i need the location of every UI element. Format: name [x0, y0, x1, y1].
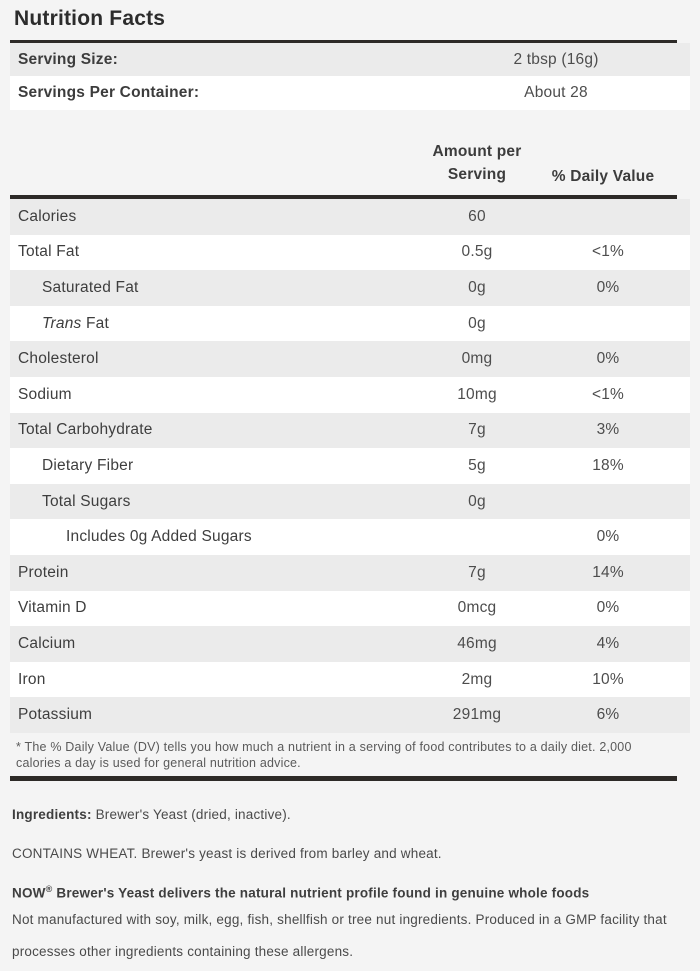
amount-header-line2: Serving [447, 166, 507, 183]
nutrient-name: Includes 0g Added Sugars [66, 528, 252, 546]
ingredients-label: Ingredients: [12, 806, 92, 822]
product-details: Ingredients: Brewer's Yeast (dried, inac… [0, 807, 700, 969]
brand-name: NOW [12, 885, 46, 901]
nutrient-amount: 0g [468, 492, 486, 510]
nutrient-row: Saturated Fat 0g 0% [10, 270, 690, 306]
nutrient-amount: 7g [468, 563, 486, 581]
divider-header [10, 195, 677, 199]
nutrient-name-italic: Trans [42, 314, 82, 332]
servings-per-container-value: About 28 [524, 84, 588, 101]
brand-highlight-text: Brewer's Yeast delivers the natural nutr… [52, 885, 590, 901]
serving-size-row: Serving Size: 2 tbsp (16g) [10, 43, 690, 76]
nutrient-name: Cholesterol [18, 350, 99, 368]
nutrient-amount: 0g [468, 314, 486, 332]
nutrient-daily-value: 6% [596, 706, 620, 724]
ingredients-text: Brewer's Yeast (dried, inactive). [91, 806, 291, 822]
servings-per-container-label: Servings Per Container: [18, 84, 200, 101]
brand-highlight-line: NOW® Brewer's Yeast delivers the natural… [12, 884, 676, 901]
nutrient-name: Calories [18, 207, 77, 225]
nutrient-amount: 0mg [461, 350, 493, 368]
nutrient-row: Sodium 10mg <1% [10, 376, 690, 413]
nutrient-row: Iron 2mg 10% [10, 661, 690, 698]
nutrient-amount: 10mg [457, 385, 497, 403]
nutrient-row: Total Carbohydrate 7g 3% [10, 412, 690, 449]
footnote-line1: * The % Daily Value (DV) tells you how m… [16, 739, 632, 754]
nutrient-row: Cholesterol 0mg 0% [10, 341, 690, 377]
nutrient-name: Sodium [18, 385, 72, 403]
nutrient-amount: 0g [468, 278, 486, 296]
nutrient-amount: 291mg [452, 706, 502, 724]
nutrient-name: Total Carbohydrate [18, 421, 153, 439]
nutrient-row: Calories 60 [10, 199, 690, 235]
serving-size-label: Serving Size: [18, 50, 118, 68]
nutrient-amount: 0mcg [457, 599, 497, 617]
divider-bottom [10, 775, 677, 781]
contains-wheat-line: CONTAINS WHEAT. Brewer's yeast is derive… [12, 845, 442, 861]
nutrient-name: Calcium [18, 634, 76, 652]
page-title: Nutrition Facts [14, 7, 166, 30]
column-headers: Amount per Serving % Daily Value [0, 110, 700, 195]
nutrient-daily-value: 0% [596, 350, 620, 368]
nutrient-amount: 7g [468, 421, 486, 439]
nutrient-daily-value: 0% [596, 278, 620, 296]
nutrient-name-rest: Fat [81, 314, 109, 332]
nutrient-name: Protein [18, 563, 69, 581]
nutrient-amount: 2mg [461, 670, 493, 688]
nutrient-row: Protein 7g 14% [10, 554, 690, 591]
nutrient-amount: 46mg [457, 634, 497, 652]
daily-value-footnote: * The % Daily Value (DV) tells you how m… [0, 733, 700, 776]
footnote-line2: calories a day is used for general nutri… [16, 755, 301, 770]
allergen-note-line: Not manufactured with soy, milk, egg, fi… [12, 912, 667, 960]
registered-trademark-symbol: ® [45, 883, 53, 894]
nutrient-amount: 0.5g [461, 243, 493, 261]
nutrient-daily-value: 0% [596, 599, 620, 617]
nutrient-daily-value: 14% [592, 563, 624, 581]
nutrient-daily-value: <1% [591, 243, 625, 261]
nutrient-table: Calories 60 Total Fat 0.5g <1% Saturated Fat 0… [0, 199, 700, 733]
nutrient-name: Vitamin D [18, 599, 87, 617]
nutrient-name: Total Sugars [42, 492, 131, 510]
nutrient-name: Iron [18, 670, 46, 688]
nutrient-amount: 5g [468, 456, 486, 474]
servings-per-container-row: Servings Per Container: About 28 [10, 76, 690, 110]
nutrient-row: Total Sugars 0g [10, 483, 690, 520]
nutrient-daily-value: 3% [596, 421, 620, 439]
nutrient-row: Total Fat 0.5g <1% [10, 234, 690, 271]
nutrient-row: Calcium 46mg 4% [10, 626, 690, 662]
divider-top [10, 40, 677, 43]
nutrient-name: Total Fat [18, 243, 80, 261]
nutrient-name: Dietary Fiber [42, 456, 134, 474]
nutrient-name: Trans Fat [10, 315, 109, 333]
nutrient-daily-value: 10% [592, 670, 624, 688]
nutrient-row: Potassium 291mg 6% [10, 697, 690, 733]
nutrient-daily-value: 18% [592, 456, 624, 474]
nutrient-row: Vitamin D 0mcg 0% [10, 590, 690, 627]
ingredients-line: Ingredients: Brewer's Yeast (dried, inac… [12, 807, 676, 822]
amount-header-line1: Amount per [432, 143, 522, 160]
nutrient-row: Dietary Fiber 5g 18% [10, 448, 690, 484]
nutrient-daily-value: 0% [596, 528, 620, 546]
nutrient-row: Includes 0g Added Sugars 0% [10, 519, 690, 555]
nutrient-daily-value: 4% [596, 634, 620, 652]
serving-size-value: 2 tbsp (16g) [513, 50, 599, 68]
nutrient-row: Trans Fat 0g [10, 305, 690, 342]
nutrient-name: Saturated Fat [42, 278, 139, 296]
amount-per-serving-header: Amount per Serving [397, 140, 557, 186]
nutrient-name: Potassium [18, 706, 93, 724]
daily-value-header: % Daily Value [551, 168, 655, 185]
nutrient-daily-value: <1% [591, 385, 625, 403]
nutrient-amount: 60 [468, 207, 486, 225]
